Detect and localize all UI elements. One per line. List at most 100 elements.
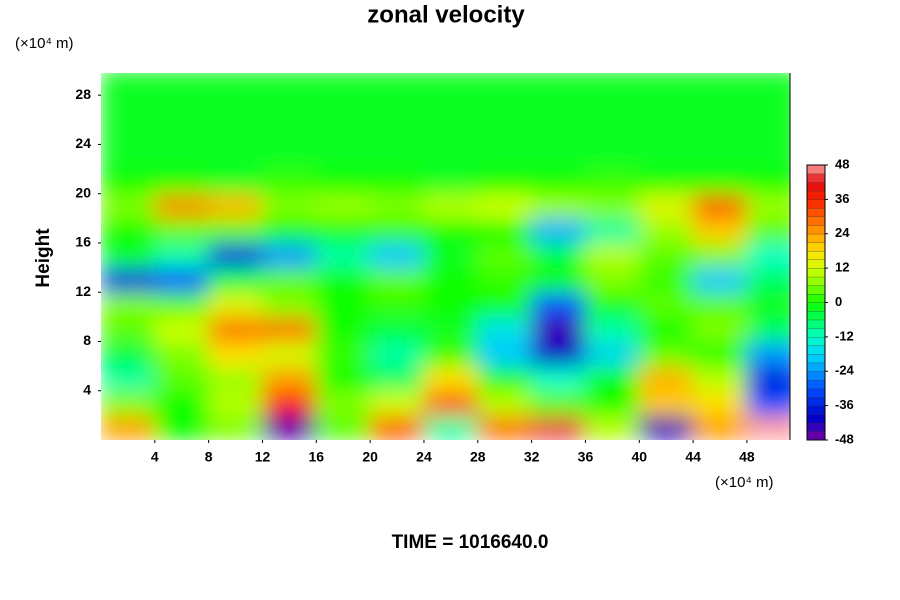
field-cell <box>746 365 790 392</box>
x-tick-label: 40 <box>631 449 647 465</box>
field-cell <box>101 390 156 416</box>
field-cell <box>208 193 263 219</box>
y-tick-label: 8 <box>83 332 91 348</box>
field-cell <box>746 193 790 219</box>
colorbar-band <box>806 405 826 415</box>
field-cell <box>692 340 748 367</box>
colorbar-tick-label: 36 <box>835 191 849 206</box>
colorbar-band <box>806 431 826 441</box>
field-cell <box>369 73 425 96</box>
field-cell <box>531 340 586 367</box>
field-cell <box>315 119 371 145</box>
field-cell <box>692 365 748 392</box>
field-cell <box>746 119 790 145</box>
field-cell <box>315 414 371 440</box>
field-cell <box>531 291 586 318</box>
field-cell <box>584 291 640 318</box>
field-cell <box>477 340 533 367</box>
colorbar-band <box>806 182 826 192</box>
field-cell <box>369 267 425 293</box>
field-cell <box>584 193 640 219</box>
field-cell <box>208 291 263 318</box>
field-cell <box>261 414 317 440</box>
colorbar-band <box>806 285 826 295</box>
field-cell <box>208 143 263 170</box>
field-cell <box>477 94 533 121</box>
field-cell <box>423 168 479 195</box>
x-tick-label: 12 <box>255 449 271 465</box>
y-axis-label: Height <box>33 228 54 288</box>
colorbar: -48 -36 -24 -12 0 12 24 36 48 <box>806 156 855 446</box>
field-cell <box>101 73 156 96</box>
field-cell <box>531 143 586 170</box>
field-cell <box>315 365 371 392</box>
field-cell <box>369 168 425 195</box>
field-cell <box>101 340 156 367</box>
field-cell <box>531 267 586 293</box>
field-cell <box>423 267 479 293</box>
field-cell <box>369 94 425 121</box>
field-cell <box>154 291 210 318</box>
field-cell <box>208 94 263 121</box>
x-tick-label: 4 <box>151 449 159 465</box>
field-cell <box>261 119 317 145</box>
field-cell <box>369 340 425 367</box>
colorbar-band <box>806 328 826 338</box>
field-cell <box>154 217 210 244</box>
field-cell <box>477 217 533 244</box>
field-cell <box>423 119 479 145</box>
field-cell <box>101 316 156 342</box>
colorbar-band <box>806 336 826 346</box>
field-cell <box>369 119 425 145</box>
colorbar-band <box>806 396 826 407</box>
y-tick-label: 4 <box>83 381 91 397</box>
field-cell <box>101 267 156 293</box>
field-cell <box>369 365 425 392</box>
field-cell <box>477 242 533 269</box>
field-cell <box>531 390 586 416</box>
field-cell <box>746 168 790 195</box>
field-cell <box>208 168 263 195</box>
field-cell <box>692 168 748 195</box>
x-tick-label: 32 <box>524 449 540 465</box>
field-cell <box>208 217 263 244</box>
field-cell <box>692 73 748 96</box>
field-cell <box>261 217 317 244</box>
field-cell <box>261 73 317 96</box>
field-cell <box>101 414 156 440</box>
field-cell <box>692 217 748 244</box>
colorbar-band <box>806 379 826 389</box>
field-cell <box>154 73 210 96</box>
field-cell <box>584 242 640 269</box>
field-cell <box>208 267 263 293</box>
field-cell <box>101 193 156 219</box>
field-cell <box>638 316 694 342</box>
field-cell <box>423 143 479 170</box>
field-cell <box>638 217 694 244</box>
field-cell <box>584 365 640 392</box>
field-cell <box>638 94 694 121</box>
field-cell <box>584 267 640 293</box>
field-cell <box>261 340 317 367</box>
field-cell <box>584 217 640 244</box>
colorbar-tick-label: 12 <box>835 260 849 275</box>
x-unit: (×10⁴ m) <box>715 474 774 491</box>
field-cell <box>101 242 156 269</box>
footer: TIME = 1016640.0 <box>392 532 549 553</box>
field-cell <box>261 94 317 121</box>
y-tick-label: 20 <box>75 184 91 200</box>
field-cell <box>477 390 533 416</box>
field-cell <box>531 193 586 219</box>
field-cell <box>208 414 263 440</box>
field-cell <box>154 119 210 145</box>
field-cell <box>531 242 586 269</box>
field-cell <box>423 316 479 342</box>
field-cell <box>692 267 748 293</box>
colorbar-band <box>806 173 826 183</box>
y-tick-label: 16 <box>75 234 91 250</box>
field-cell <box>261 143 317 170</box>
field-cell <box>638 119 694 145</box>
field-cell <box>692 94 748 121</box>
field-cell <box>638 242 694 269</box>
